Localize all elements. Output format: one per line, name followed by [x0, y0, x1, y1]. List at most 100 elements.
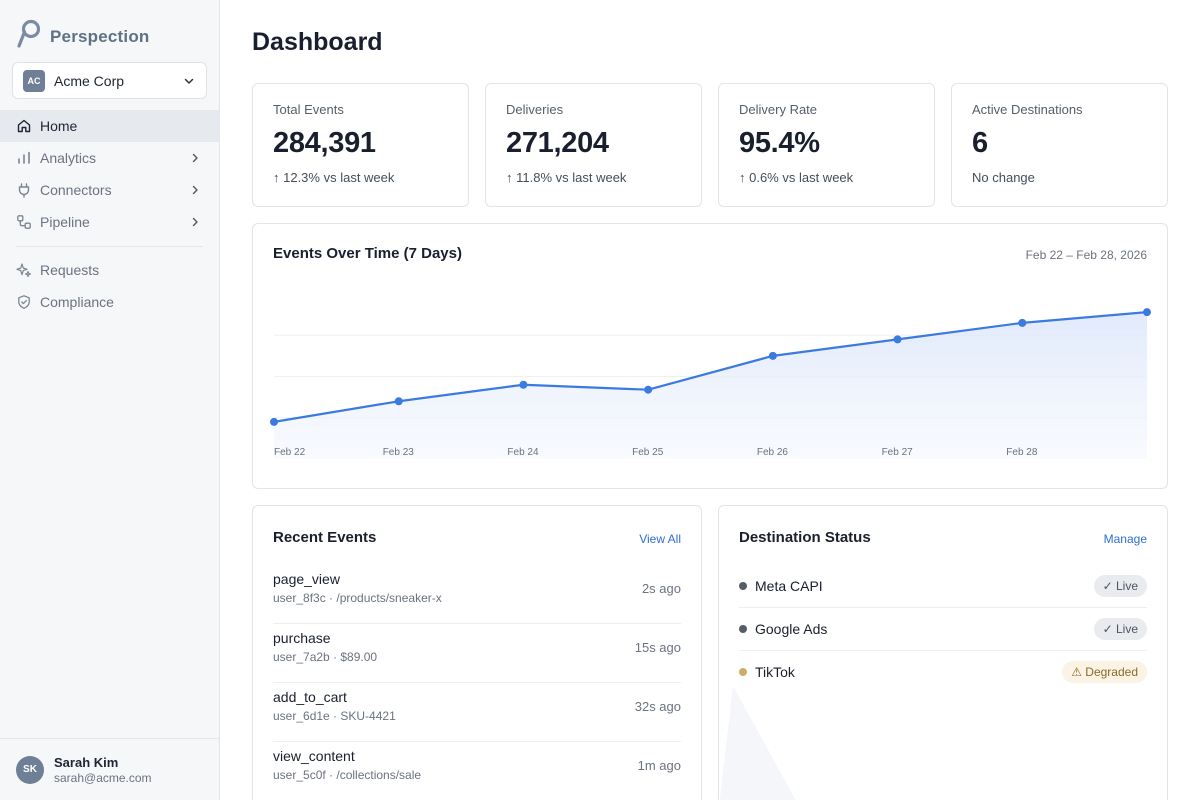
sidebar-item-label: Home — [40, 118, 78, 134]
user-name: Sarah Kim — [54, 754, 119, 770]
chevron-right-icon — [192, 217, 198, 227]
list-item[interactable]: purchase user_7a2b · $89.00 15s ago — [273, 624, 681, 683]
destination-status-title: Destination Status — [739, 529, 871, 546]
workspace-switcher[interactable]: AC Acme Corp — [12, 62, 207, 99]
status-dot — [739, 668, 747, 676]
sidebar-nav: Home Analytics Connectors Pipeline — [0, 110, 219, 318]
plug-icon — [16, 182, 32, 198]
destination-status-card: Destination Status Manage Meta CAPI ✓ Li… — [718, 505, 1168, 800]
sidebar-item-requests[interactable]: Requests — [0, 254, 219, 286]
recent-events-card: Recent Events View All page_view user_8f… — [252, 505, 702, 800]
sidebar-item-connectors[interactable]: Connectors — [0, 174, 219, 206]
workspace-name: Acme Corp — [54, 72, 125, 89]
stat-value: 6 — [972, 127, 988, 159]
event-meta: user_6d1e · SKU-4421 — [273, 709, 396, 723]
avatar: SK — [16, 755, 44, 784]
stat-card-active-destinations: Active Destinations 6 No change — [951, 83, 1168, 207]
sidebar-item-home[interactable]: Home — [0, 110, 219, 142]
stat-label: Total Events — [273, 102, 344, 117]
event-meta: user_7a2b · $89.00 — [273, 650, 378, 664]
recent-events-title: Recent Events — [273, 529, 377, 546]
status-badge: ✓ Live — [1093, 575, 1147, 597]
view-all-link[interactable]: View All — [639, 532, 681, 546]
stat-card-total-events: Total Events 284,391 ↑ 12.3% vs last wee… — [252, 83, 469, 207]
bar-chart-icon — [16, 150, 32, 166]
destination-row[interactable]: TikTok ⚠ Degraded — [739, 651, 1147, 694]
stat-card-delivery-rate: Delivery Rate 95.4% ↑ 0.6% vs last week — [718, 83, 935, 207]
manage-link[interactable]: Manage — [1103, 532, 1147, 546]
user-profile[interactable]: SK Sarah Kim sarah@acme.com — [0, 738, 219, 800]
nav-divider — [16, 246, 203, 247]
list-item[interactable]: view_content user_5c0f · /collections/sa… — [273, 742, 681, 800]
sidebar-item-compliance[interactable]: Compliance — [0, 286, 219, 318]
brand-logo-icon — [16, 19, 42, 54]
chevron-right-icon — [192, 153, 198, 163]
chart-x-tick-label: Feb 23 — [383, 447, 415, 458]
page-title: Dashboard — [252, 28, 383, 56]
chart-area-fill — [274, 312, 1147, 459]
stat-change: ↑ 11.8% vs last week — [506, 170, 627, 185]
destination-name: TikTok — [755, 664, 795, 680]
stat-value: 95.4% — [739, 127, 820, 159]
workspace-avatar: AC — [23, 69, 45, 92]
chart-x-tick-label: Feb 22 — [274, 447, 306, 458]
sidebar-item-pipeline[interactable]: Pipeline — [0, 206, 219, 238]
user-email: sarah@acme.com — [54, 770, 152, 785]
destination-name: Meta CAPI — [755, 578, 823, 594]
destination-row[interactable]: Google Ads ✓ Live — [739, 608, 1147, 651]
user-info: Sarah Kim sarah@acme.com — [54, 755, 152, 785]
chart-title: Events Over Time (7 Days) — [273, 245, 462, 262]
chart-data-point — [270, 417, 278, 426]
brand-name: Perspection — [50, 26, 150, 46]
sidebar-item-label: Compliance — [40, 294, 114, 310]
chart-x-tick-label: Feb 28 — [1006, 447, 1038, 458]
destination-row[interactable]: Meta CAPI ✓ Live — [739, 565, 1147, 608]
chart-series-line — [273, 311, 1148, 423]
event-time: 1m ago — [637, 758, 681, 773]
chart-x-tick-label: Feb 24 — [507, 447, 539, 458]
event-name: view_content — [273, 748, 355, 764]
status-badge: ✓ Live — [1093, 618, 1147, 640]
chart-data-point — [519, 380, 528, 389]
decorative-shape — [719, 686, 796, 800]
event-meta: user_8f3c · /products/sneaker-x — [273, 591, 442, 605]
stat-label: Delivery Rate — [739, 102, 818, 117]
event-meta: user_5c0f · /collections/sale — [273, 768, 422, 782]
status-dot — [739, 582, 747, 590]
stat-label: Active Destinations — [972, 102, 1083, 117]
list-item[interactable]: page_view user_8f3c · /products/sneaker-… — [273, 565, 681, 624]
events-chart-card: Events Over Time (7 Days) Feb 22 – Feb 2… — [252, 223, 1168, 489]
chevron-down-icon — [184, 78, 194, 84]
event-name: add_to_cart — [273, 689, 347, 705]
event-name: purchase — [273, 630, 331, 646]
chevron-right-icon — [192, 185, 198, 195]
brand[interactable]: Perspection — [16, 19, 150, 54]
chart-data-point — [768, 351, 777, 360]
sidebar-item-label: Connectors — [40, 182, 112, 198]
chart-date-range: Feb 22 – Feb 28, 2026 — [1025, 248, 1147, 262]
home-icon — [16, 118, 32, 134]
destination-name: Google Ads — [755, 621, 828, 637]
event-time: 15s ago — [634, 640, 681, 655]
chart-data-point — [1143, 308, 1151, 317]
stat-value: 271,204 — [506, 127, 609, 159]
stat-change: ↑ 12.3% vs last week — [273, 170, 395, 185]
stat-label: Deliveries — [506, 102, 564, 117]
events-line-chart: Feb 22 Feb 23 Feb 24 Feb 25 Feb 26 Feb 27 Feb … — [270, 308, 1151, 459]
chart-data-point — [893, 335, 902, 344]
pipeline-icon — [16, 214, 32, 230]
stat-card-deliveries: Deliveries 271,204 ↑ 11.8% vs last week — [485, 83, 702, 207]
chart-data-point — [644, 385, 653, 394]
chart-x-tick-label: Feb 25 — [632, 447, 664, 458]
event-name: page_view — [273, 571, 340, 587]
sparkles-icon — [16, 262, 32, 278]
sidebar: Perspection AC Acme Corp Home Analytics … — [0, 0, 220, 800]
sidebar-item-analytics[interactable]: Analytics — [0, 142, 219, 174]
list-item[interactable]: add_to_cart user_6d1e · SKU-4421 32s ago — [273, 683, 681, 742]
chart-x-tick-label: Feb 27 — [882, 447, 914, 458]
status-badge: ⚠ Degraded — [1062, 661, 1147, 683]
chart-data-point — [1018, 318, 1027, 327]
event-time: 32s ago — [634, 699, 681, 714]
chart-x-tick-label: Feb 26 — [757, 447, 789, 458]
sidebar-item-label: Pipeline — [40, 214, 90, 230]
